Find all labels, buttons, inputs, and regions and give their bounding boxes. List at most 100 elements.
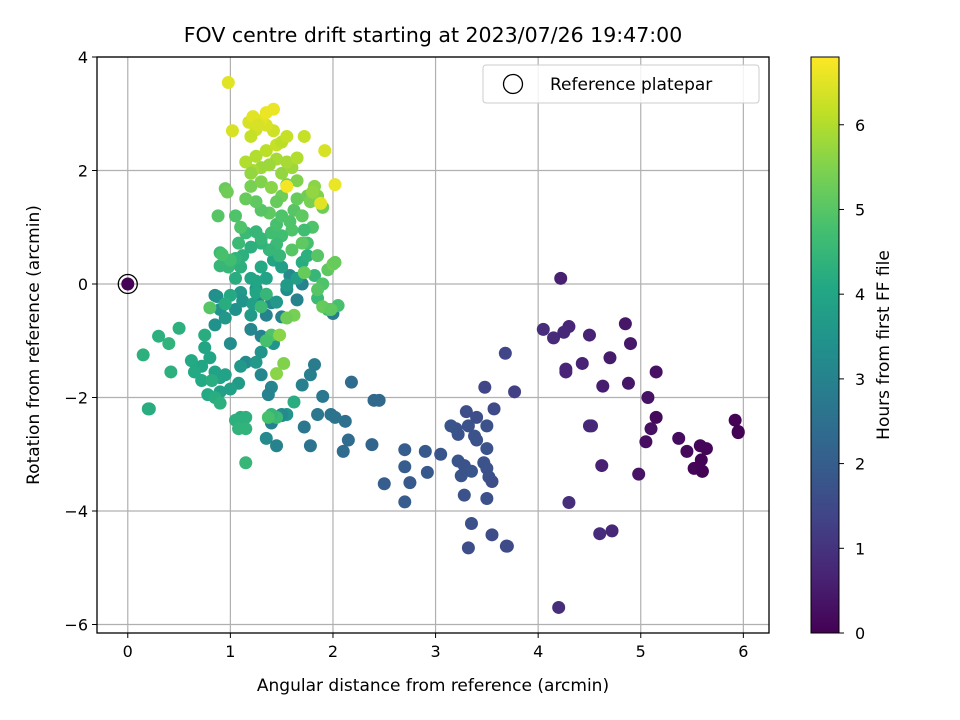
data-point bbox=[305, 185, 319, 199]
data-point bbox=[280, 278, 294, 292]
data-point bbox=[308, 358, 322, 372]
data-point bbox=[239, 155, 253, 169]
data-point bbox=[208, 318, 222, 332]
data-point bbox=[251, 118, 265, 132]
data-point bbox=[295, 378, 309, 392]
x-tick-label: 4 bbox=[533, 642, 543, 661]
data-point bbox=[377, 477, 391, 491]
data-point bbox=[290, 151, 304, 165]
data-point bbox=[172, 321, 186, 335]
data-point bbox=[595, 459, 609, 473]
data-point bbox=[336, 444, 350, 458]
data-point bbox=[328, 255, 342, 269]
data-point bbox=[585, 419, 599, 433]
data-point bbox=[264, 181, 278, 195]
data-point bbox=[536, 322, 550, 336]
data-point bbox=[559, 365, 573, 379]
data-point bbox=[487, 402, 501, 416]
data-point bbox=[259, 431, 273, 445]
data-point bbox=[254, 345, 268, 359]
data-point bbox=[254, 232, 268, 246]
data-point bbox=[314, 196, 328, 210]
data-point bbox=[468, 429, 482, 443]
data-point bbox=[249, 274, 263, 288]
data-point bbox=[575, 356, 589, 370]
data-point bbox=[229, 303, 243, 317]
legend-marker-icon bbox=[502, 73, 524, 95]
data-point bbox=[303, 439, 317, 453]
data-point bbox=[249, 355, 263, 369]
data-point bbox=[221, 76, 235, 90]
data-point bbox=[398, 460, 412, 474]
data-point bbox=[434, 447, 448, 461]
data-points bbox=[136, 76, 745, 614]
data-point bbox=[605, 524, 619, 538]
data-point bbox=[694, 453, 708, 467]
data-point bbox=[618, 317, 632, 331]
x-axis-ticks: 0 1 2 3 4 5 6 bbox=[123, 633, 748, 661]
data-point bbox=[365, 438, 379, 452]
data-point bbox=[142, 402, 156, 416]
data-point bbox=[451, 427, 465, 441]
data-point bbox=[218, 368, 232, 382]
data-point bbox=[244, 179, 258, 193]
data-point bbox=[639, 435, 653, 449]
data-point bbox=[273, 328, 287, 342]
data-point bbox=[297, 266, 311, 280]
data-point bbox=[644, 422, 658, 436]
data-point bbox=[480, 442, 494, 456]
data-point bbox=[236, 294, 250, 308]
data-point bbox=[478, 380, 492, 394]
data-point bbox=[672, 431, 686, 445]
data-point bbox=[596, 379, 610, 393]
data-point bbox=[552, 600, 566, 614]
data-point bbox=[649, 410, 663, 424]
data-point bbox=[498, 346, 512, 360]
data-point bbox=[275, 209, 289, 223]
data-point bbox=[280, 311, 294, 325]
data-point bbox=[223, 337, 237, 351]
y-tick-label: −4 bbox=[64, 502, 88, 521]
data-point bbox=[249, 149, 263, 163]
reference-marker-group bbox=[117, 273, 138, 295]
legend: Reference platepar bbox=[482, 64, 760, 104]
legend-box bbox=[482, 64, 760, 104]
data-point bbox=[372, 393, 386, 407]
x-axis-label: Angular distance from reference (arcmin) bbox=[257, 676, 609, 696]
data-point bbox=[300, 249, 314, 263]
data-point bbox=[420, 465, 434, 479]
data-point bbox=[239, 422, 253, 436]
data-point bbox=[480, 492, 494, 506]
y-tick-label: 2 bbox=[78, 161, 88, 180]
data-point bbox=[198, 341, 212, 355]
data-point bbox=[205, 373, 219, 387]
data-point bbox=[649, 365, 663, 379]
data-point bbox=[398, 443, 412, 457]
data-point bbox=[225, 124, 239, 138]
data-point bbox=[398, 495, 412, 509]
data-point bbox=[303, 368, 317, 382]
data-point bbox=[249, 286, 263, 300]
data-point bbox=[234, 220, 248, 234]
data-point bbox=[582, 328, 596, 342]
data-point bbox=[280, 179, 294, 193]
data-point bbox=[259, 287, 273, 301]
data-point bbox=[198, 328, 212, 342]
data-point bbox=[603, 351, 617, 365]
data-point bbox=[229, 271, 243, 285]
data-point bbox=[324, 408, 338, 422]
data-point bbox=[244, 308, 258, 322]
reference-point bbox=[121, 277, 135, 291]
data-point bbox=[311, 408, 325, 422]
data-point bbox=[311, 283, 325, 297]
data-point bbox=[318, 144, 332, 158]
x-tick-label: 5 bbox=[636, 642, 646, 661]
colorbar-gradient bbox=[810, 56, 840, 634]
data-point bbox=[203, 351, 217, 365]
data-point bbox=[459, 405, 473, 419]
data-point bbox=[164, 365, 178, 379]
data-point bbox=[461, 541, 475, 555]
reference-marker-icon bbox=[117, 273, 138, 295]
data-point bbox=[218, 311, 232, 325]
data-point bbox=[623, 337, 637, 351]
